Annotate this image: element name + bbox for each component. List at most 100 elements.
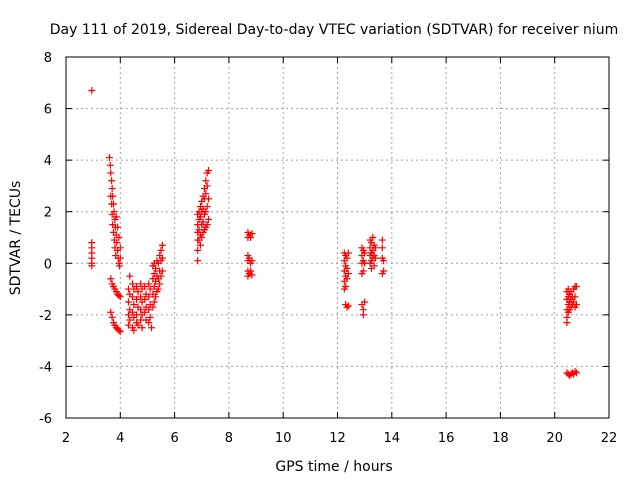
data-point	[202, 177, 210, 185]
y-tick-label: 4	[44, 154, 52, 169]
data-point	[110, 236, 118, 244]
data-point	[202, 208, 210, 216]
data-point	[109, 221, 117, 229]
data-point	[124, 321, 132, 329]
x-tick-labels: 2 4 6 8 10 12 14 16 18 20 22	[62, 431, 617, 446]
data-point	[199, 218, 207, 226]
data-point	[370, 262, 378, 270]
data-point	[137, 293, 145, 301]
data-point	[344, 302, 352, 310]
x-tick-label: 6	[170, 431, 178, 446]
data-point	[203, 203, 211, 211]
data-point	[126, 316, 134, 324]
data-point	[112, 213, 120, 221]
data-point	[344, 249, 352, 257]
data-point	[343, 264, 351, 272]
data-point	[108, 185, 116, 193]
data-point	[116, 328, 124, 336]
data-point	[157, 246, 165, 254]
data-point	[372, 244, 380, 252]
data-point	[248, 271, 256, 279]
data-point	[343, 303, 351, 311]
data-point	[150, 282, 158, 290]
x-tick-label: 20	[546, 431, 563, 446]
data-point	[137, 306, 145, 314]
data-point	[112, 252, 120, 260]
data-point	[115, 234, 123, 241]
x-tick-label: 22	[601, 431, 618, 446]
y-axis-label: SDTVAR / TECUs	[8, 181, 24, 296]
data-point	[137, 280, 145, 288]
data-point	[129, 293, 137, 301]
data-point	[572, 301, 580, 309]
data-point	[194, 246, 202, 254]
data-point	[158, 267, 166, 275]
data-point	[150, 298, 158, 306]
data-point	[88, 87, 96, 95]
data-point	[134, 321, 142, 329]
data-point	[359, 311, 367, 319]
data-point	[138, 324, 146, 332]
data-point	[114, 223, 122, 231]
data-point	[248, 257, 256, 265]
y-tick-label: 2	[44, 206, 52, 221]
y-tick-label: -2	[39, 309, 52, 324]
y-tick-label: 6	[44, 103, 52, 118]
data-point	[141, 308, 149, 316]
data-point	[372, 254, 380, 262]
data-point	[205, 166, 213, 174]
data-point	[194, 257, 202, 265]
data-point	[145, 306, 153, 314]
data-point	[247, 267, 255, 275]
data-point	[158, 254, 166, 262]
data-point	[129, 308, 137, 316]
data-point	[141, 295, 149, 303]
x-tick-label: 8	[225, 431, 233, 446]
data-point	[145, 280, 153, 288]
data-point	[154, 285, 162, 293]
data-point	[134, 288, 142, 296]
data-point	[248, 230, 256, 238]
x-tick-label: 18	[492, 431, 509, 446]
axis-ticks	[65, 56, 610, 419]
data-point	[141, 282, 149, 290]
data-point	[116, 254, 124, 262]
data-point	[116, 293, 124, 301]
data-point	[133, 295, 141, 303]
x-tick-label: 12	[329, 431, 346, 446]
data-point	[571, 368, 579, 376]
data-point	[115, 262, 123, 270]
data-point	[157, 272, 165, 280]
data-point	[572, 282, 580, 290]
data-point	[129, 280, 137, 288]
y-tick-label: -4	[39, 360, 52, 375]
data-point	[145, 293, 153, 301]
data-point	[133, 282, 141, 290]
data-point	[152, 293, 160, 301]
data-point	[571, 293, 579, 301]
data-point	[196, 213, 204, 221]
data-point	[126, 272, 134, 280]
data-point	[572, 369, 580, 377]
data-point	[146, 285, 154, 293]
data-point	[108, 200, 116, 208]
data-point	[124, 311, 132, 319]
data-point	[361, 249, 369, 257]
data-point	[145, 319, 153, 327]
data-point	[156, 280, 164, 288]
chart-grid	[66, 57, 609, 418]
y-tick-label: -6	[39, 412, 52, 427]
data-points	[88, 87, 580, 379]
data-point	[110, 228, 118, 236]
data-point	[146, 313, 154, 321]
x-tick-label: 14	[384, 431, 401, 446]
data-point	[359, 267, 367, 275]
data-point	[148, 324, 156, 332]
data-point	[202, 190, 210, 198]
data-point	[107, 308, 115, 316]
data-point	[108, 210, 116, 218]
x-tick-label: 10	[275, 431, 292, 446]
data-point	[378, 244, 386, 252]
data-point	[247, 234, 255, 241]
